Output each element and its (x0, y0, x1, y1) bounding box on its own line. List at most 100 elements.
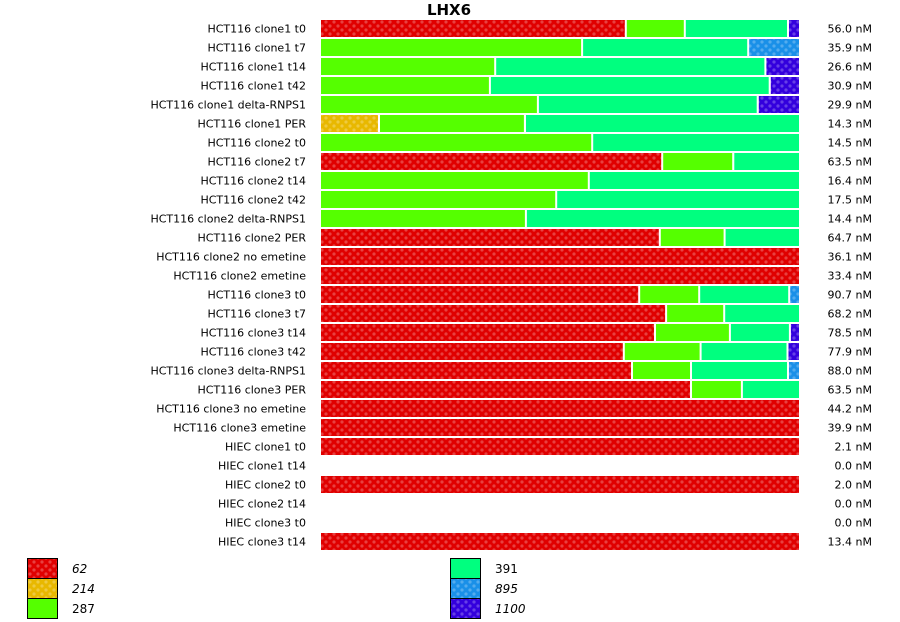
bar-segment-287 (626, 20, 684, 37)
bar-segment-1100 (790, 324, 799, 341)
bar-segment-287 (380, 115, 524, 132)
category-label: HIEC clone2 t14 (218, 498, 306, 511)
bar-segment-62 (321, 20, 625, 37)
bar-segment-1100 (758, 96, 799, 113)
bar-row: HCT116 clone2 no emetine 36.1 nM (156, 248, 872, 265)
bar-segment-391 (700, 286, 789, 303)
category-label: HCT116 clone2 t14 (200, 175, 306, 188)
legend-label: 391 (495, 562, 518, 576)
legend-swatch (450, 578, 481, 599)
bar-segment-62 (321, 419, 799, 436)
bar-segment-287 (656, 324, 729, 341)
total-label: 26.6 nM (828, 61, 872, 74)
legend-item-287: 287 (27, 598, 95, 619)
legend-swatch (27, 578, 58, 599)
category-label: HCT116 clone3 emetine (173, 422, 306, 435)
bar-segment-1100 (770, 77, 799, 94)
category-label: HCT116 clone1 delta-RNPS1 (150, 99, 306, 112)
legend-item-895: 895 (450, 578, 518, 599)
legend-label: 214 (72, 582, 95, 596)
bar-segment-287 (667, 305, 724, 322)
bar-segment-62 (321, 153, 662, 170)
total-label: 78.5 nM (828, 327, 872, 340)
bar-row: HCT116 clone2 t42 17.5 nM (200, 191, 872, 208)
total-label: 30.9 nM (828, 80, 872, 93)
legend-swatch (27, 598, 58, 619)
bar-segment-391 (526, 210, 799, 227)
bar-segment-287 (624, 343, 700, 360)
total-label: 33.4 nM (828, 270, 872, 283)
bar-segment-391 (742, 381, 799, 398)
total-label: 0.0 nM (835, 460, 872, 473)
bar-segment-287 (692, 381, 741, 398)
category-label: HCT116 clone1 t0 (207, 23, 306, 36)
bar-row: HCT116 clone1 PER 14.3 nM (198, 115, 872, 132)
total-label: 14.4 nM (828, 213, 872, 226)
bar-segment-62 (321, 229, 659, 246)
bar-segment-391 (526, 115, 799, 132)
bar-segment-391 (557, 191, 799, 208)
bar-row: HCT116 clone1 t7 35.9 nM (207, 39, 872, 56)
bar-segment-391 (725, 305, 799, 322)
category-label: HCT116 clone3 PER (198, 384, 307, 397)
bar-segment-287 (660, 229, 724, 246)
legend-item-1100: 1100 (450, 598, 526, 619)
bar-row: HIEC clone2 t14 0.0 nM (218, 498, 872, 511)
category-label: HCT116 clone2 t0 (207, 137, 306, 150)
bar-row: HIEC clone3 t0 0.0 nM (225, 517, 872, 530)
bar-segment-62 (321, 324, 654, 341)
category-label: HCT116 clone3 t42 (200, 346, 306, 359)
category-label: HCT116 clone2 t42 (200, 194, 306, 207)
category-label: HCT116 clone2 emetine (173, 270, 306, 283)
bar-segment-62 (321, 248, 799, 265)
bar-row: HCT116 clone3 delta-RNPS1 88.0 nM (150, 362, 872, 379)
bar-segment-62 (321, 362, 631, 379)
total-label: 0.0 nM (835, 517, 872, 530)
bar-segment-391 (734, 153, 799, 170)
bar-row: HIEC clone1 t14 0.0 nM (218, 460, 872, 473)
bar-row: HCT116 clone2 delta-RNPS1 14.4 nM (150, 210, 872, 227)
category-label: HCT116 clone1 t14 (200, 61, 306, 74)
category-label: HIEC clone1 t0 (225, 441, 306, 454)
bar-row: HCT116 clone3 PER 63.5 nM (198, 381, 872, 398)
bar-segment-391 (730, 324, 789, 341)
legend-label: 287 (72, 602, 95, 616)
category-label: HCT116 clone3 t0 (207, 289, 306, 302)
bar-segment-1100 (789, 20, 799, 37)
total-label: 68.2 nM (828, 308, 872, 321)
bar-segment-391 (593, 134, 799, 151)
bar-segment-391 (583, 39, 748, 56)
legend-item-214: 214 (27, 578, 95, 599)
bar-segment-62 (321, 343, 623, 360)
bar-segment-287 (321, 172, 588, 189)
legend-swatch (450, 558, 481, 579)
bar-segment-391 (701, 343, 787, 360)
chart-title: LHX6 (427, 1, 471, 19)
bar-row: HCT116 clone3 emetine 39.9 nM (173, 419, 872, 436)
legend-item-62: 62 (27, 558, 87, 579)
total-label: 16.4 nM (828, 175, 872, 188)
bar-row: HIEC clone1 t0 2.1 nM (225, 438, 872, 455)
bar-row: HCT116 clone1 t14 26.6 nM (200, 58, 872, 75)
category-label: HCT116 clone3 t14 (200, 327, 306, 340)
bar-segment-287 (633, 362, 690, 379)
bar-segment-62 (321, 476, 799, 493)
total-label: 63.5 nM (828, 156, 872, 169)
bar-row: HCT116 clone2 t7 63.5 nM (207, 153, 872, 170)
category-label: HCT116 clone3 delta-RNPS1 (150, 365, 306, 378)
legend-swatch (27, 558, 58, 579)
bar-segment-287 (321, 77, 489, 94)
bar-row: HCT116 clone3 no emetine 44.2 nM (156, 400, 872, 417)
legend-item-391: 391 (450, 558, 518, 579)
bar-row: HCT116 clone1 t0 56.0 nM (207, 20, 872, 37)
bar-row: HCT116 clone2 PER 64.7 nM (198, 229, 872, 246)
bar-row: HCT116 clone2 emetine 33.4 nM (173, 267, 872, 284)
bar-segment-62 (321, 400, 799, 417)
bar-row: HCT116 clone3 t0 90.7 nM (207, 286, 872, 303)
category-label: HIEC clone1 t14 (218, 460, 306, 473)
total-label: 64.7 nM (828, 232, 872, 245)
total-label: 90.7 nM (828, 289, 872, 302)
bar-segment-391 (496, 58, 765, 75)
total-label: 63.5 nM (828, 384, 872, 397)
